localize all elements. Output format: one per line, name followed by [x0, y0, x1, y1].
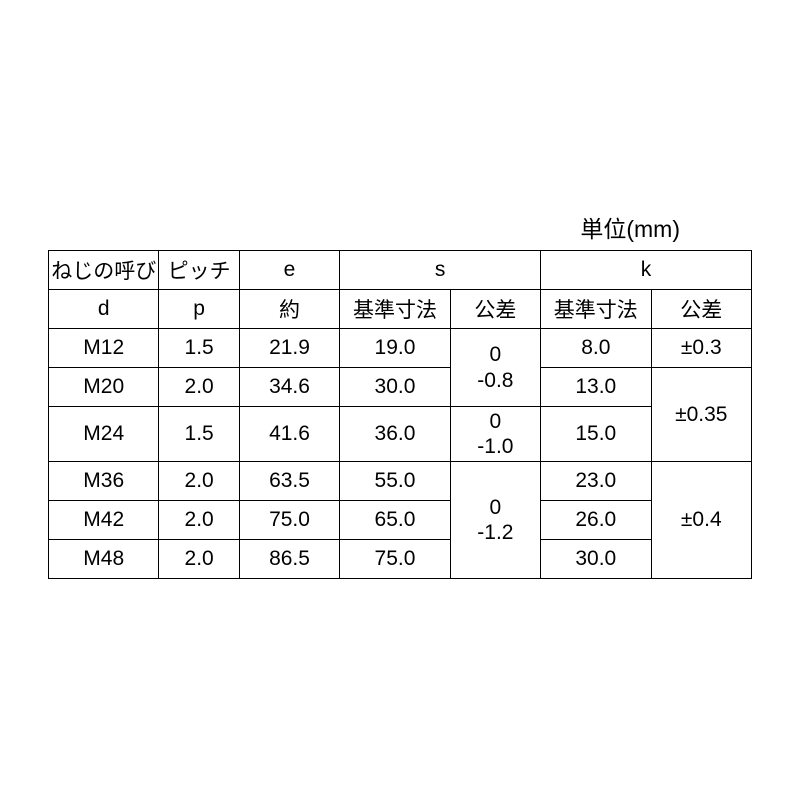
cell-e: 41.6: [239, 407, 339, 462]
cell-k-tol: ±0.4: [651, 462, 751, 579]
cell-s-std: 55.0: [340, 462, 450, 501]
cell-d: M24: [49, 407, 159, 462]
s-tol-top: 0: [490, 410, 502, 433]
cell-d: M36: [49, 462, 159, 501]
cell-s-tol: 0 -1.0: [450, 407, 540, 462]
cell-s-std: 75.0: [340, 540, 450, 579]
cell-p: 2.0: [159, 540, 239, 579]
cell-k-std: 13.0: [541, 368, 651, 407]
cell-s-tol: 0 -0.8: [450, 329, 540, 407]
cell-e: 86.5: [239, 540, 339, 579]
header-p-bottom: p: [159, 290, 239, 329]
cell-e: 63.5: [239, 462, 339, 501]
cell-s-std: 65.0: [340, 501, 450, 540]
unit-label: 単位(mm): [580, 210, 680, 244]
table-container: ねじの呼び ピッチ e s k d p 約 基準寸法 公差 基準寸法 公差 M1…: [48, 250, 752, 579]
s-tol-top: 0: [490, 496, 502, 519]
cell-e: 21.9: [239, 329, 339, 368]
s-tol-bot: -1.0: [477, 435, 513, 458]
table-row: M20 2.0 34.6 30.0 13.0 ±0.35: [49, 368, 752, 407]
s-tol-top: 0: [490, 343, 502, 366]
header-e-top: e: [239, 251, 339, 290]
header-k-std: 基準寸法: [541, 290, 651, 329]
table-row: M36 2.0 63.5 55.0 0 -1.2 23.0 ±0.4: [49, 462, 752, 501]
cell-k-std: 23.0: [541, 462, 651, 501]
header-s-tol: 公差: [450, 290, 540, 329]
header-e-bottom: 約: [239, 290, 339, 329]
table-row: M12 1.5 21.9 19.0 0 -0.8 8.0 ±0.3: [49, 329, 752, 368]
s-tol-bot: -0.8: [477, 369, 513, 392]
table-row: M42 2.0 75.0 65.0 26.0: [49, 501, 752, 540]
cell-k-std: 15.0: [541, 407, 651, 462]
cell-e: 34.6: [239, 368, 339, 407]
cell-k-std: 8.0: [541, 329, 651, 368]
header-d-bottom: d: [49, 290, 159, 329]
header-k: k: [541, 251, 752, 290]
table-row: M48 2.0 86.5 75.0 30.0: [49, 540, 752, 579]
cell-d: M48: [49, 540, 159, 579]
cell-p: 2.0: [159, 501, 239, 540]
header-k-tol: 公差: [651, 290, 751, 329]
cell-k-std: 26.0: [541, 501, 651, 540]
cell-d: M20: [49, 368, 159, 407]
header-row-2: d p 約 基準寸法 公差 基準寸法 公差: [49, 290, 752, 329]
table-row: M24 1.5 41.6 36.0 0 -1.0 15.0: [49, 407, 752, 462]
cell-e: 75.0: [239, 501, 339, 540]
cell-s-std: 19.0: [340, 329, 450, 368]
header-s-std: 基準寸法: [340, 290, 450, 329]
cell-d: M12: [49, 329, 159, 368]
header-row-1: ねじの呼び ピッチ e s k: [49, 251, 752, 290]
cell-k-tol: ±0.35: [651, 368, 751, 462]
cell-p: 2.0: [159, 368, 239, 407]
cell-p: 1.5: [159, 329, 239, 368]
header-s: s: [340, 251, 541, 290]
cell-k-std: 30.0: [541, 540, 651, 579]
header-d-top: ねじの呼び: [49, 251, 159, 290]
cell-s-std: 36.0: [340, 407, 450, 462]
spec-table: ねじの呼び ピッチ e s k d p 約 基準寸法 公差 基準寸法 公差 M1…: [48, 250, 752, 579]
cell-p: 1.5: [159, 407, 239, 462]
cell-s-tol: 0 -1.2: [450, 462, 540, 579]
cell-s-std: 30.0: [340, 368, 450, 407]
cell-p: 2.0: [159, 462, 239, 501]
cell-d: M42: [49, 501, 159, 540]
s-tol-bot: -1.2: [477, 521, 513, 544]
cell-k-tol: ±0.3: [651, 329, 751, 368]
header-p-top: ピッチ: [159, 251, 239, 290]
